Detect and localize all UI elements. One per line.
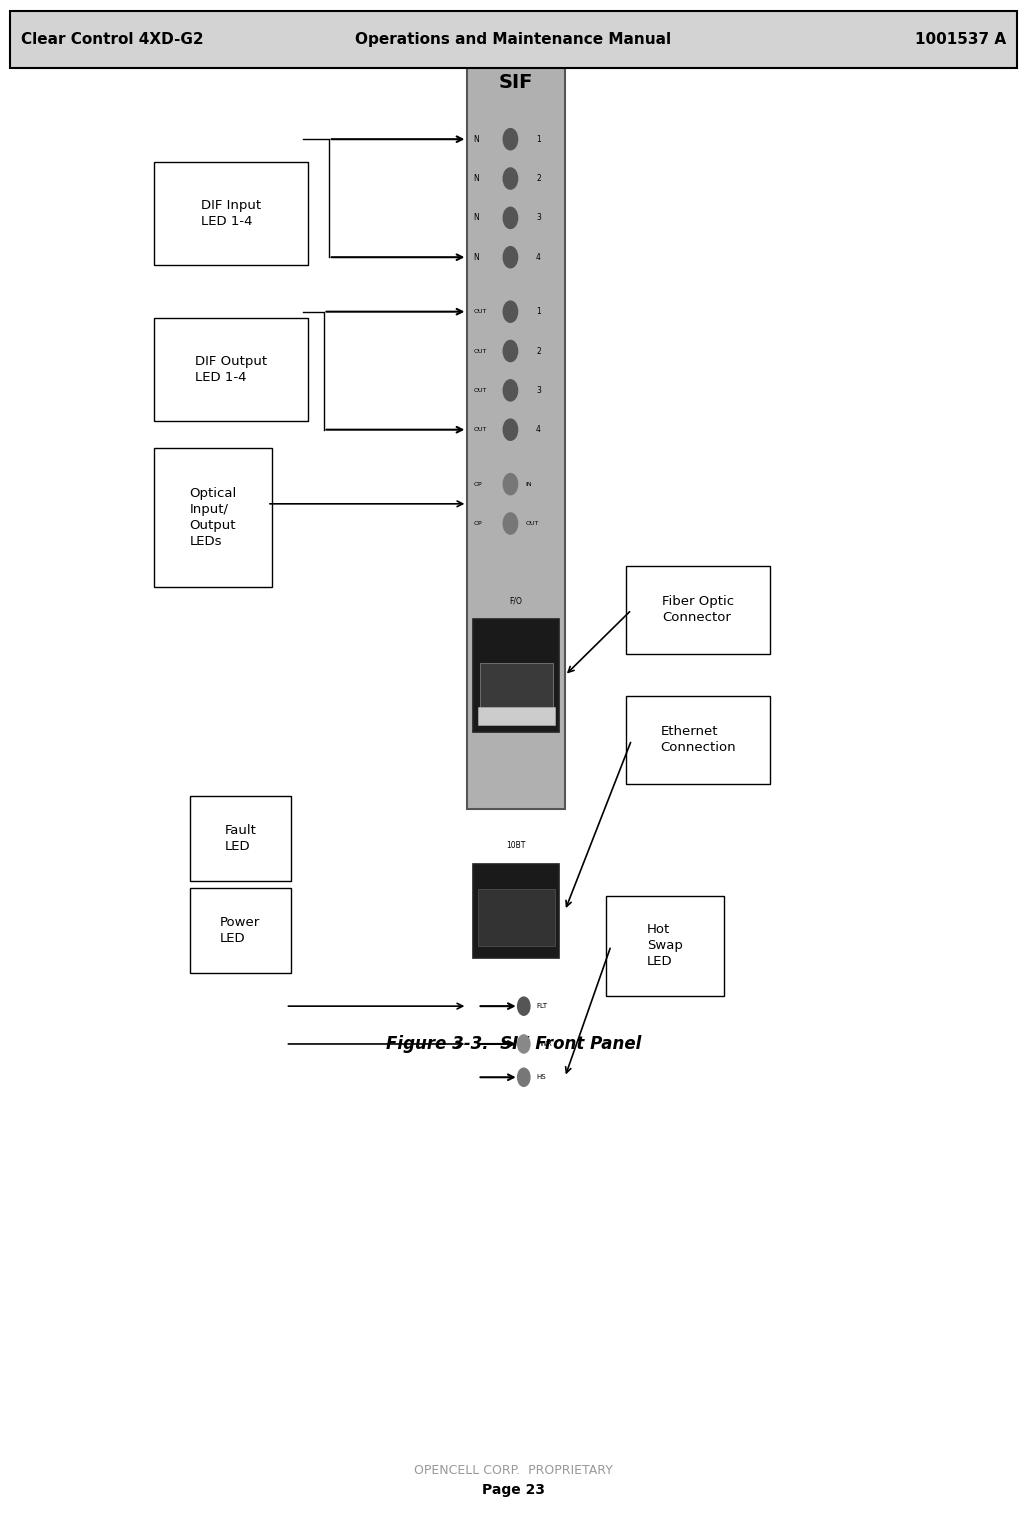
Text: Optical
Input/
Output
LEDs: Optical Input/ Output LEDs xyxy=(189,487,237,548)
Text: OP: OP xyxy=(473,481,482,487)
Text: 3: 3 xyxy=(536,386,541,395)
Text: 10BT: 10BT xyxy=(506,841,526,850)
FancyBboxPatch shape xyxy=(154,448,272,587)
Text: OPENCELL CORP.  PROPRIETARY: OPENCELL CORP. PROPRIETARY xyxy=(414,1465,613,1477)
Circle shape xyxy=(503,474,518,495)
FancyBboxPatch shape xyxy=(626,696,770,784)
Text: HS: HS xyxy=(536,1074,545,1080)
FancyBboxPatch shape xyxy=(467,61,565,809)
Text: Ethernet
Connection: Ethernet Connection xyxy=(660,725,736,755)
Circle shape xyxy=(503,513,518,534)
Circle shape xyxy=(503,129,518,150)
Text: OUT: OUT xyxy=(473,427,487,433)
Circle shape xyxy=(518,997,530,1015)
Text: F/O: F/O xyxy=(509,596,523,605)
Text: OUT: OUT xyxy=(473,387,487,393)
Circle shape xyxy=(503,340,518,362)
FancyBboxPatch shape xyxy=(606,896,724,996)
Text: DIF Output
LED 1-4: DIF Output LED 1-4 xyxy=(195,354,267,384)
Circle shape xyxy=(503,207,518,228)
Text: 3: 3 xyxy=(536,213,541,222)
Text: OUT: OUT xyxy=(473,348,487,354)
FancyBboxPatch shape xyxy=(10,11,1017,68)
Text: Fault
LED: Fault LED xyxy=(224,823,257,853)
Circle shape xyxy=(503,419,518,440)
FancyBboxPatch shape xyxy=(478,890,555,946)
Text: N: N xyxy=(473,213,480,222)
Circle shape xyxy=(503,247,518,268)
Circle shape xyxy=(503,380,518,401)
Text: N: N xyxy=(473,253,480,262)
Text: 4: 4 xyxy=(536,253,541,262)
FancyBboxPatch shape xyxy=(480,664,553,720)
Text: 2: 2 xyxy=(536,174,541,183)
FancyBboxPatch shape xyxy=(478,707,555,725)
Text: N: N xyxy=(473,135,480,144)
Text: DIF Input
LED 1-4: DIF Input LED 1-4 xyxy=(201,198,261,228)
Text: N: N xyxy=(473,174,480,183)
Circle shape xyxy=(518,1068,530,1086)
Text: 2: 2 xyxy=(536,346,541,356)
FancyBboxPatch shape xyxy=(473,864,559,958)
Text: Operations and Maintenance Manual: Operations and Maintenance Manual xyxy=(355,32,672,47)
FancyBboxPatch shape xyxy=(190,796,291,881)
FancyBboxPatch shape xyxy=(154,162,308,265)
Text: 1: 1 xyxy=(536,135,541,144)
Text: Figure 3-3.  SIF Front Panel: Figure 3-3. SIF Front Panel xyxy=(386,1035,641,1053)
FancyBboxPatch shape xyxy=(154,318,308,421)
Text: 4: 4 xyxy=(536,425,541,434)
Circle shape xyxy=(503,168,518,189)
Text: 1: 1 xyxy=(536,307,541,316)
FancyBboxPatch shape xyxy=(190,888,291,973)
Text: Hot
Swap
LED: Hot Swap LED xyxy=(647,923,683,968)
Text: SIF: SIF xyxy=(499,73,533,92)
Text: IN: IN xyxy=(526,481,532,487)
Text: 1001537 A: 1001537 A xyxy=(915,32,1006,47)
Circle shape xyxy=(503,301,518,322)
Circle shape xyxy=(518,1035,530,1053)
Text: Fiber Optic
Connector: Fiber Optic Connector xyxy=(662,595,734,625)
Text: Clear Control 4XD-G2: Clear Control 4XD-G2 xyxy=(21,32,203,47)
Text: Power
LED: Power LED xyxy=(220,915,261,946)
Text: PWR: PWR xyxy=(536,1041,551,1047)
Text: OP: OP xyxy=(473,520,482,527)
Text: OUT: OUT xyxy=(473,309,487,315)
Text: Page 23: Page 23 xyxy=(482,1483,545,1498)
Text: FLT: FLT xyxy=(536,1003,547,1009)
FancyBboxPatch shape xyxy=(626,566,770,654)
Text: OUT: OUT xyxy=(526,520,539,527)
FancyBboxPatch shape xyxy=(473,619,559,732)
